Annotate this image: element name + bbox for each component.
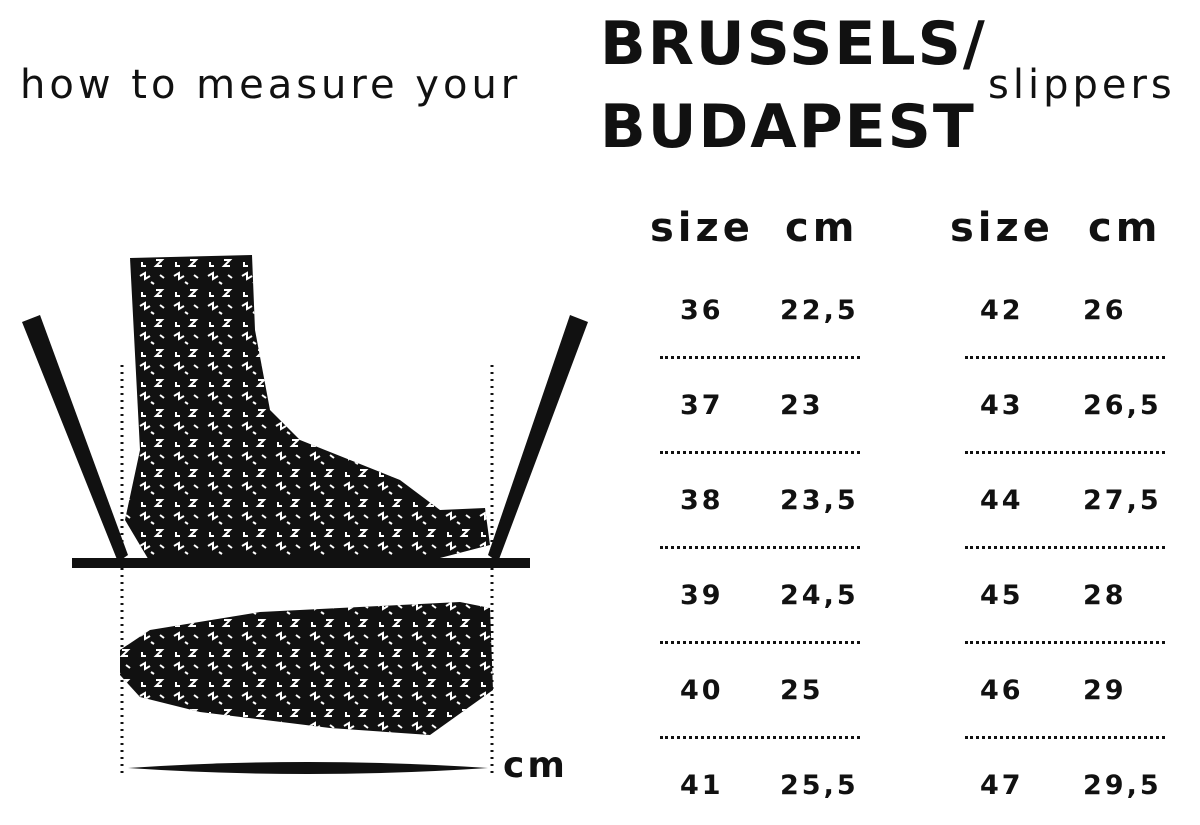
cm-value: 29,5 — [1083, 770, 1162, 801]
cm-value: 24,5 — [780, 580, 859, 611]
size-value: 36 — [680, 295, 724, 326]
size-value: 38 — [680, 485, 724, 516]
title-suffix: slippers — [988, 62, 1176, 108]
row-divider — [965, 736, 1165, 739]
title-model-line2: BUDAPEST — [600, 92, 976, 162]
size-value: 41 — [680, 770, 724, 801]
size-value: 42 — [980, 295, 1024, 326]
row-divider — [965, 356, 1165, 359]
row-divider — [965, 641, 1165, 644]
foot-sole-icon — [120, 602, 493, 735]
cm-value: 26 — [1083, 295, 1127, 326]
row-divider — [660, 736, 860, 739]
header-size: size — [950, 205, 1054, 251]
measure-arrow — [128, 762, 488, 774]
row-divider — [965, 451, 1165, 454]
size-value: 47 — [980, 770, 1024, 801]
row-divider — [660, 356, 860, 359]
cm-value: 23 — [780, 390, 824, 421]
measure-illustration — [22, 255, 588, 778]
row-divider — [965, 546, 1165, 549]
size-value: 37 — [680, 390, 724, 421]
cm-value: 25,5 — [780, 770, 859, 801]
pencil-icon — [22, 315, 128, 562]
size-value: 46 — [980, 675, 1024, 706]
pencil-icon — [488, 315, 588, 562]
cm-value: 29 — [1083, 675, 1127, 706]
size-value: 39 — [680, 580, 724, 611]
size-value: 43 — [980, 390, 1024, 421]
cm-value: 27,5 — [1083, 485, 1162, 516]
size-value: 40 — [680, 675, 724, 706]
header-size: size — [650, 205, 754, 251]
row-divider — [660, 546, 860, 549]
cm-value: 23,5 — [780, 485, 859, 516]
cm-value: 22,5 — [780, 295, 859, 326]
title-model-line1: BRUSSELS/ — [600, 9, 987, 79]
foot-side-icon — [125, 255, 490, 562]
cm-value: 28 — [1083, 580, 1127, 611]
header-cm: cm — [1088, 205, 1162, 251]
row-divider — [660, 641, 860, 644]
header-cm: cm — [785, 205, 859, 251]
cm-value: 26,5 — [1083, 390, 1162, 421]
ground-line — [72, 558, 530, 568]
size-value: 44 — [980, 485, 1024, 516]
unit-label: cm — [503, 745, 568, 786]
size-value: 45 — [980, 580, 1024, 611]
row-divider — [660, 451, 860, 454]
cm-value: 25 — [780, 675, 824, 706]
dotted-guide-lines — [120, 365, 494, 778]
title-prefix: how to measure your — [20, 62, 522, 108]
